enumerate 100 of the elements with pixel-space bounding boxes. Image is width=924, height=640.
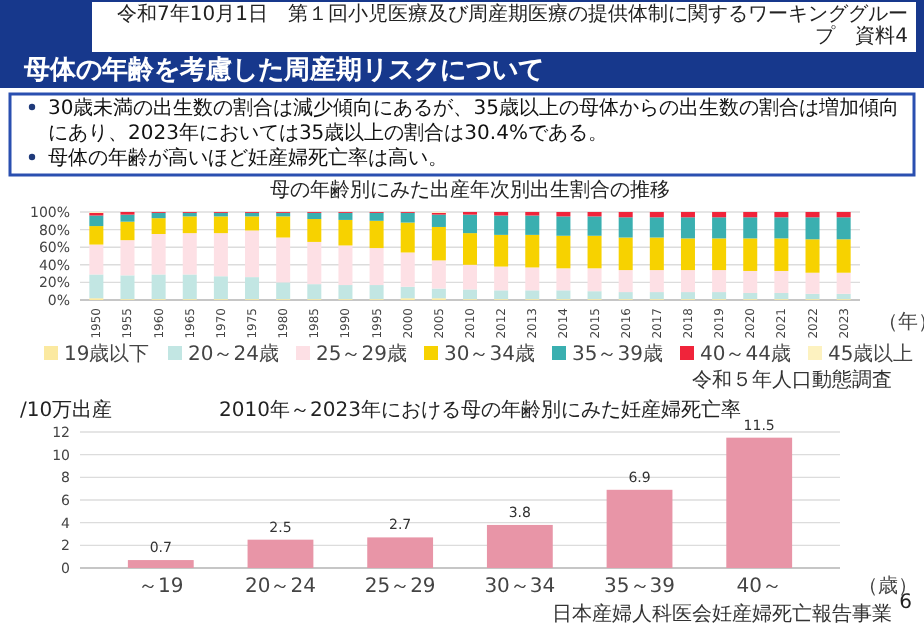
bar	[400, 252, 415, 287]
x-tick-label: 35～39	[604, 576, 675, 598]
bar	[618, 270, 633, 293]
x-tick-label: ～19	[138, 576, 184, 598]
bar	[836, 212, 851, 218]
bar	[556, 268, 571, 291]
bar	[743, 292, 758, 300]
legend-label: 20～24歳	[188, 342, 279, 366]
bar	[369, 220, 384, 249]
bar	[525, 234, 540, 268]
bar	[338, 219, 353, 246]
bar	[805, 293, 820, 300]
bar	[369, 285, 384, 300]
bar	[774, 217, 789, 239]
bar	[213, 276, 228, 300]
bar	[805, 272, 820, 294]
legend-label: 25～29歳	[316, 342, 407, 366]
bar	[525, 215, 540, 235]
bar	[369, 212, 384, 221]
bar	[462, 289, 478, 300]
bar	[120, 240, 135, 276]
bar	[120, 275, 135, 300]
bar	[486, 524, 553, 568]
text: 母体の年齢を考慮した周産期リスクについて	[22, 54, 544, 86]
bar	[649, 217, 664, 238]
bar	[805, 212, 820, 218]
bar	[726, 437, 793, 568]
bar	[431, 226, 446, 261]
bar	[462, 233, 478, 265]
bar	[127, 560, 194, 568]
bar	[649, 292, 664, 300]
bar	[587, 216, 602, 236]
bar	[712, 270, 727, 293]
bar	[712, 217, 727, 239]
chart-title: 2010年～2023年における母の年齢別にみた妊産婦死亡率	[219, 398, 741, 422]
bar	[680, 270, 695, 293]
bar	[151, 218, 166, 234]
legend-label: 30～34歳	[444, 342, 535, 366]
text: 母体の年齢が高いほど妊産婦死亡率は高い。	[48, 146, 448, 170]
bar	[525, 290, 540, 300]
bar	[618, 237, 633, 271]
bar	[151, 212, 166, 219]
bar	[836, 217, 851, 240]
bar	[805, 217, 820, 240]
bar	[338, 212, 353, 220]
bar	[151, 234, 166, 275]
bar	[743, 238, 758, 271]
bar	[338, 245, 353, 286]
bar	[556, 216, 571, 236]
bar	[431, 214, 446, 227]
bar	[587, 235, 602, 269]
bar	[774, 212, 789, 218]
bar	[556, 235, 571, 269]
bar	[213, 233, 228, 277]
bar	[276, 237, 291, 283]
bar	[649, 237, 664, 271]
x-tick-label: 25～29	[364, 576, 436, 598]
bar	[182, 216, 197, 234]
bar	[245, 277, 260, 300]
bar	[307, 241, 322, 285]
bar	[712, 212, 727, 218]
bar	[462, 214, 478, 234]
text: 日本産婦人科医会妊産婦死亡報告事業	[552, 602, 892, 626]
bar	[276, 216, 291, 238]
bar	[618, 212, 633, 218]
bar	[276, 282, 291, 300]
bar	[89, 274, 104, 299]
bar	[182, 274, 197, 300]
bar	[307, 219, 322, 242]
bar	[618, 292, 633, 300]
legend-label: 45歳以上	[828, 342, 914, 366]
bar	[836, 239, 851, 273]
bar	[712, 292, 727, 300]
text: 令和５年人口動態調査	[692, 368, 892, 392]
text: 令和7年10月1日 第１回小児医療及び周産期医療の提供体制に関するワーキンググループ 資料4	[117, 2, 908, 48]
bar	[556, 290, 571, 300]
bar	[805, 239, 820, 273]
bar	[680, 217, 695, 239]
text: 6	[899, 592, 912, 614]
bar	[649, 212, 664, 218]
legend-label: 35～39歳	[572, 342, 663, 366]
x-tick-label: 30～34	[484, 576, 556, 598]
bar	[494, 234, 509, 267]
bar	[774, 292, 789, 300]
bar	[151, 274, 166, 300]
legend-label: 19歳以下	[64, 342, 150, 366]
bar	[743, 212, 758, 218]
bar	[89, 244, 104, 275]
bar	[606, 489, 673, 568]
bar	[774, 238, 789, 271]
bar	[680, 212, 695, 218]
bar	[245, 230, 260, 278]
bar	[525, 267, 540, 291]
bar	[494, 215, 509, 235]
bar	[400, 212, 415, 223]
bar	[400, 286, 415, 299]
bar	[462, 264, 478, 290]
x-tick-label: 20～24	[245, 576, 316, 598]
chart-title: 母の年齢別にみた出産年次別出生割合の推移	[270, 178, 670, 202]
bar	[836, 272, 851, 294]
